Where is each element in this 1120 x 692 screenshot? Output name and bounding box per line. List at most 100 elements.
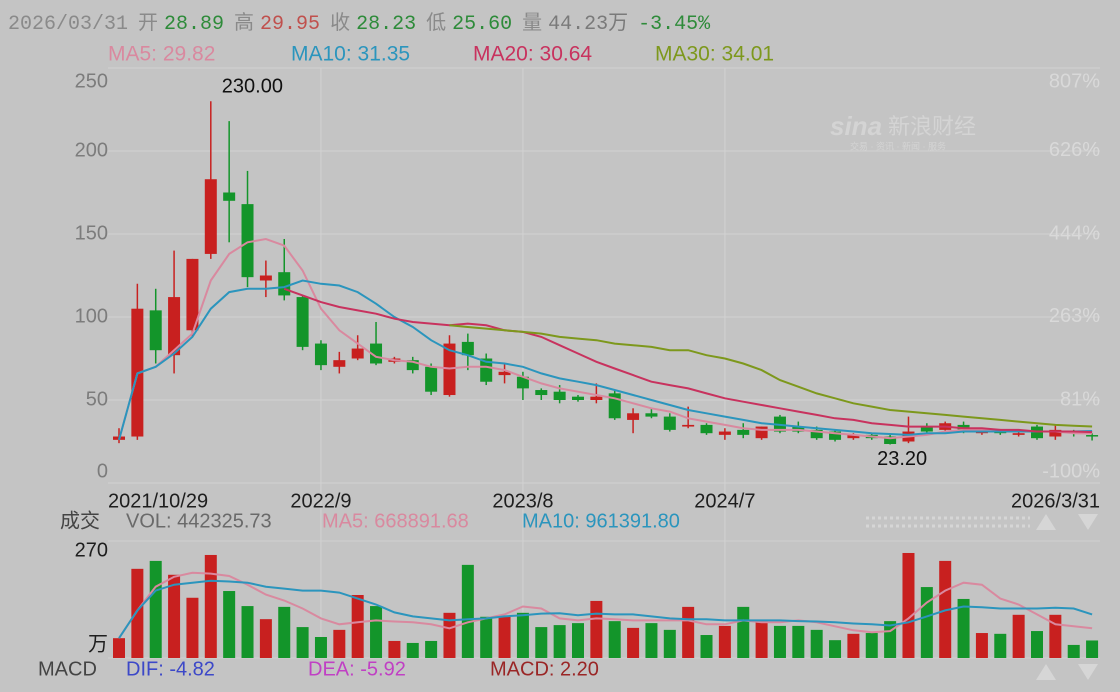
volume-bar	[186, 597, 199, 658]
candle-body	[847, 434, 860, 439]
candle-body	[755, 426, 768, 439]
volume-bar	[920, 587, 933, 658]
down-arrow[interactable]	[1078, 514, 1098, 530]
volume-bar	[884, 621, 897, 658]
volume-bar	[810, 629, 823, 658]
candle-body	[333, 360, 346, 367]
candle-body	[682, 424, 695, 427]
ma-line	[118, 279, 1093, 441]
candle-body	[186, 258, 199, 331]
legend-entry: MA5: 29.82	[108, 43, 215, 66]
volume-bar	[241, 606, 254, 658]
candle-body	[498, 371, 511, 376]
volume-bar	[957, 598, 970, 658]
candle-body	[810, 429, 823, 439]
volume-bar	[149, 560, 162, 658]
y2-tick-label: 263%	[1049, 305, 1100, 327]
volume-bar	[902, 552, 915, 658]
header-value: 25.60	[452, 13, 512, 36]
legend-entry: DEA: -5.92	[308, 658, 406, 680]
volume-bar	[792, 625, 805, 658]
max-label: 230.00	[222, 75, 283, 97]
volume-bar	[975, 633, 988, 658]
volume-bar	[333, 629, 346, 658]
candle-body	[516, 376, 529, 389]
volume-ma-line	[118, 571, 1093, 639]
volume-bar	[113, 638, 125, 658]
volume-bar	[388, 640, 401, 658]
y2-tick-label: -100%	[1042, 460, 1100, 482]
ma-line	[449, 324, 1093, 428]
y-tick-label: 270	[75, 539, 108, 561]
volume-bar	[645, 623, 658, 658]
volume-bar	[480, 616, 493, 658]
x-tick-label: 2024/7	[694, 490, 755, 512]
candle-body	[370, 343, 383, 364]
volume-bar	[700, 635, 713, 658]
candle-body	[553, 391, 566, 400]
header-label: 量	[522, 12, 542, 36]
y-tick-label: 50	[86, 388, 108, 410]
candle-body	[278, 272, 291, 296]
volume-bar	[278, 606, 291, 658]
watermark-logo: sina	[830, 111, 882, 141]
volume-bar	[168, 574, 181, 658]
volume-bar	[829, 640, 842, 658]
volume-bar	[204, 554, 217, 658]
header-label: 低	[426, 11, 446, 36]
header-label: 收	[330, 11, 350, 36]
candle-body	[535, 390, 548, 396]
min-label: 23.20	[877, 448, 927, 470]
volume-bar	[663, 629, 676, 658]
up-arrow[interactable]	[1036, 514, 1056, 530]
candle-body	[425, 366, 438, 392]
candle-body	[461, 341, 474, 356]
candle-body	[590, 396, 603, 400]
header: 2026/03/31 开 28.89 高 29.95 收 28.23 低 25.60 量 44.23…	[8, 11, 711, 36]
candle-body	[920, 426, 933, 432]
volume-bar	[994, 633, 1007, 658]
y-unit: 万	[88, 633, 108, 655]
y-tick-label: 100	[75, 305, 108, 327]
candle-body	[259, 275, 272, 281]
y2-tick-label: 444%	[1049, 222, 1100, 244]
x-tick-label: 2022/9	[290, 490, 351, 512]
volume-bar	[498, 616, 511, 658]
volume-bar	[1031, 631, 1043, 658]
panel-title: MACD	[38, 658, 97, 680]
x-tick-label: 2026/3/31	[1011, 490, 1100, 512]
candle-body	[406, 360, 419, 371]
volume-bar	[314, 636, 327, 658]
header-value: 44.23万	[548, 13, 628, 36]
header-label: 开	[138, 12, 158, 36]
x-tick-label: 2023/8	[492, 490, 553, 512]
volume-label: VOL: 442325.73	[126, 510, 272, 532]
candle-body	[480, 358, 493, 382]
volume-bar	[1086, 640, 1099, 658]
volume-bar	[296, 627, 309, 658]
volume-bar	[516, 612, 529, 658]
header-label: 高	[234, 11, 254, 36]
candle-body	[737, 429, 750, 435]
panel-title: 成交	[60, 509, 100, 532]
header-value: 29.95	[260, 13, 320, 36]
volume-bar	[682, 606, 695, 658]
legend-entry: DIF: -4.82	[126, 658, 215, 680]
candle-body	[204, 179, 217, 254]
volume-bar	[443, 612, 456, 658]
header-value: 28.89	[164, 13, 224, 36]
volume-bar	[718, 625, 731, 658]
volume-bar	[608, 621, 621, 658]
header-date: 2026/03/31	[8, 13, 128, 36]
volume-bar	[755, 621, 768, 658]
legend-entry: MA10: 961391.80	[522, 510, 680, 532]
candle-body	[314, 343, 327, 366]
candle-body	[829, 431, 842, 440]
legend-entry: MACD: 2.20	[490, 658, 599, 680]
volume-bar	[223, 591, 236, 658]
up-arrow[interactable]	[1036, 664, 1056, 680]
y2-tick-label: 626%	[1049, 139, 1100, 161]
header-value: 28.23	[356, 13, 416, 36]
down-arrow[interactable]	[1078, 664, 1098, 680]
candle-body	[884, 436, 897, 444]
